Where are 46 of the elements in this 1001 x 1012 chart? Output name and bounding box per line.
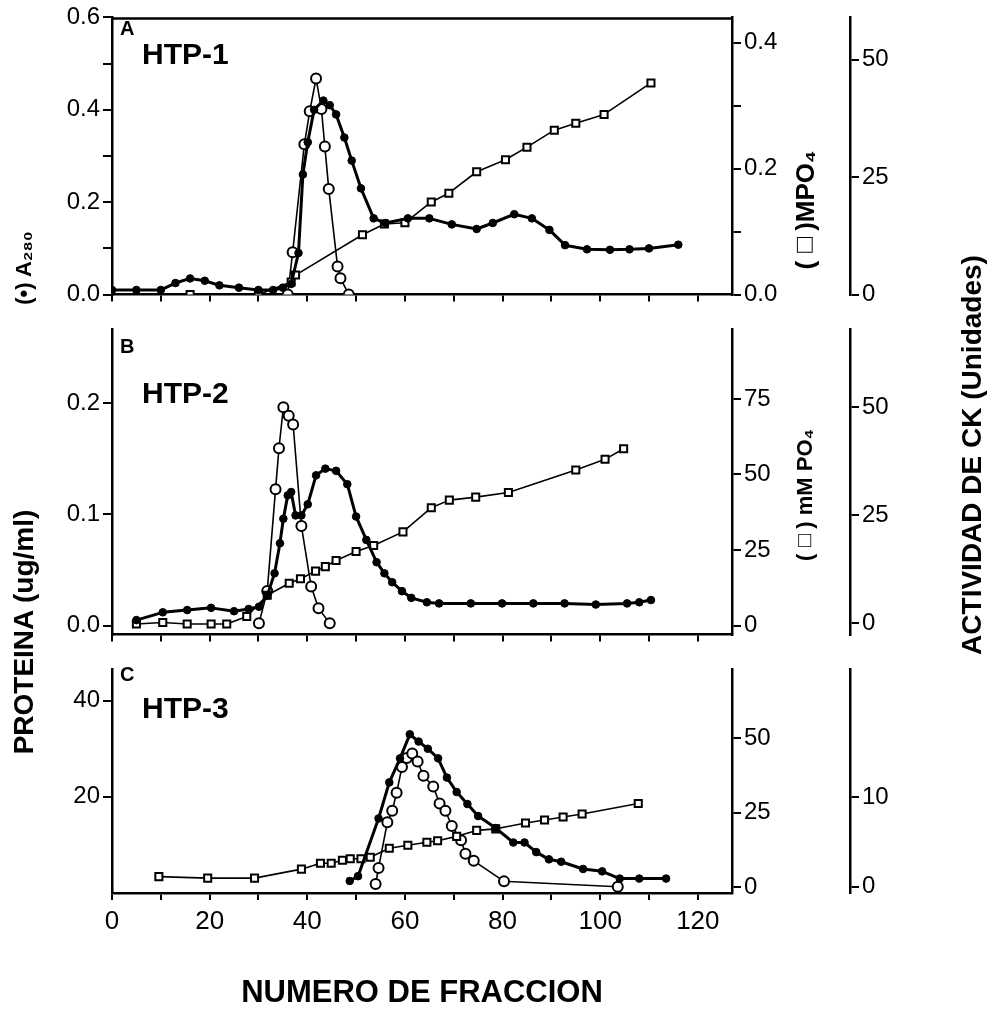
annotation: B: [120, 334, 135, 357]
y2-tick-label: 25: [744, 797, 771, 825]
y3-tick-label: 0: [862, 871, 876, 899]
x-tick-label: 120: [676, 904, 720, 935]
y3-tick-label: 0: [862, 279, 876, 307]
x-tick-label: 40: [292, 904, 322, 935]
y-tick-label: 0.1: [66, 498, 100, 526]
annotation: A: [120, 16, 135, 39]
x-tick-label: 20: [195, 904, 225, 935]
x-tick-label: 100: [578, 904, 622, 935]
y-axis-title: (•) A₂₈₀: [11, 231, 36, 305]
y3-tick-label: 25: [862, 161, 889, 189]
y-axis-title: PROTEINA (ug/ml): [8, 509, 39, 755]
y2-tick-label: 25: [744, 534, 771, 562]
y2-tick-label: 0.4: [744, 27, 778, 55]
annotation: C: [120, 662, 135, 685]
y3-axis-title: ACTIVIDAD DE CK (Unidades): [956, 255, 987, 655]
y3-tick-label: 25: [862, 499, 889, 527]
y2-tick-label: 75: [744, 383, 771, 411]
y3-tick-label: 10: [862, 781, 889, 809]
y-tick-label: 0.6: [66, 2, 100, 30]
y2-axis-title: (□) mM PO₄: [792, 428, 817, 562]
y3-tick-label: 0: [862, 607, 876, 635]
x-axis-title: NUMERO DE FRACCION: [241, 973, 603, 1009]
y-tick-label: 20: [73, 781, 100, 809]
y2-tick-label: 50: [744, 722, 771, 750]
y2-tick-label: 50: [744, 459, 771, 487]
y2-tick-label: 0: [744, 871, 758, 899]
y3-tick-label: 50: [862, 391, 889, 419]
y2-tick-label: 0: [744, 610, 758, 638]
y-tick-label: 0.2: [66, 387, 100, 415]
x-tick-label: 80: [488, 904, 518, 935]
y2-tick-label: 0.0: [744, 279, 778, 307]
y-tick-label: 0.0: [66, 610, 100, 638]
y-tick-label: 0.2: [66, 186, 100, 214]
y-tick-label: 0.0: [66, 279, 100, 307]
y2-axis-title: (□)MPO₄: [790, 150, 820, 270]
x-tick-label: 0: [104, 904, 120, 935]
y-tick-label: 40: [73, 685, 100, 713]
text: HTP-1: [142, 36, 229, 70]
y2-tick-label: 0.2: [744, 153, 778, 181]
y-tick-label: 0.4: [66, 94, 100, 122]
text: HTP-3: [142, 690, 229, 724]
text: HTP-2: [142, 375, 229, 409]
x-tick-label: 60: [390, 904, 420, 935]
y3-tick-label: 50: [862, 44, 889, 72]
